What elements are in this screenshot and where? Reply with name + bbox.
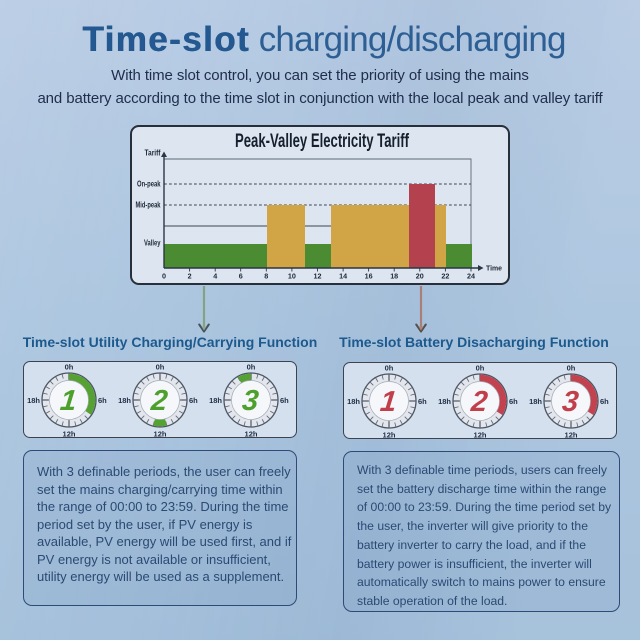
svg-text:6: 6 — [239, 272, 243, 281]
svg-text:6h: 6h — [418, 397, 427, 406]
svg-text:1: 1 — [379, 386, 398, 418]
svg-text:10: 10 — [288, 272, 296, 281]
svg-text:22: 22 — [441, 272, 449, 281]
svg-text:2: 2 — [469, 386, 489, 418]
svg-text:2: 2 — [149, 385, 169, 417]
svg-text:12h: 12h — [383, 431, 396, 440]
svg-text:18h: 18h — [529, 397, 542, 406]
svg-text:On-peak: On-peak — [137, 180, 161, 189]
svg-text:6h: 6h — [98, 396, 107, 405]
svg-text:18: 18 — [390, 272, 398, 281]
svg-text:Tariff: Tariff — [145, 149, 161, 158]
svg-text:8: 8 — [264, 272, 268, 281]
svg-text:20: 20 — [416, 272, 424, 281]
svg-text:12h: 12h — [154, 430, 167, 439]
svg-text:0h: 0h — [156, 363, 165, 372]
svg-text:0h: 0h — [476, 364, 485, 373]
svg-text:Peak-Valley Electricity Tariff: Peak-Valley Electricity Tariff — [235, 131, 409, 152]
svg-text:0: 0 — [162, 272, 166, 281]
svg-text:18h: 18h — [438, 397, 451, 406]
svg-text:6h: 6h — [189, 396, 198, 405]
svg-text:6h: 6h — [509, 397, 518, 406]
svg-text:18h: 18h — [118, 396, 131, 405]
svg-text:0h: 0h — [65, 363, 74, 372]
svg-text:4: 4 — [213, 272, 217, 281]
svg-text:12: 12 — [314, 272, 322, 281]
svg-text:24: 24 — [467, 272, 475, 281]
svg-text:18h: 18h — [347, 397, 360, 406]
svg-text:2: 2 — [188, 272, 192, 281]
svg-text:12h: 12h — [565, 431, 578, 440]
svg-text:12h: 12h — [474, 431, 487, 440]
svg-text:0h: 0h — [247, 363, 256, 372]
svg-text:16: 16 — [365, 272, 373, 281]
svg-text:3: 3 — [561, 386, 580, 418]
svg-text:18h: 18h — [209, 396, 222, 405]
svg-text:6h: 6h — [280, 396, 289, 405]
svg-text:18h: 18h — [27, 396, 40, 405]
svg-text:3: 3 — [241, 385, 260, 417]
svg-text:Mid-peak: Mid-peak — [136, 201, 161, 210]
svg-text:1: 1 — [59, 385, 78, 417]
svg-text:Valley: Valley — [144, 239, 161, 248]
svg-text:0h: 0h — [385, 364, 394, 373]
svg-text:12h: 12h — [63, 430, 76, 439]
svg-text:Time: Time — [486, 266, 502, 273]
svg-text:12h: 12h — [245, 430, 258, 439]
svg-text:14: 14 — [339, 272, 347, 281]
svg-text:6h: 6h — [600, 397, 609, 406]
svg-text:0h: 0h — [567, 364, 576, 373]
